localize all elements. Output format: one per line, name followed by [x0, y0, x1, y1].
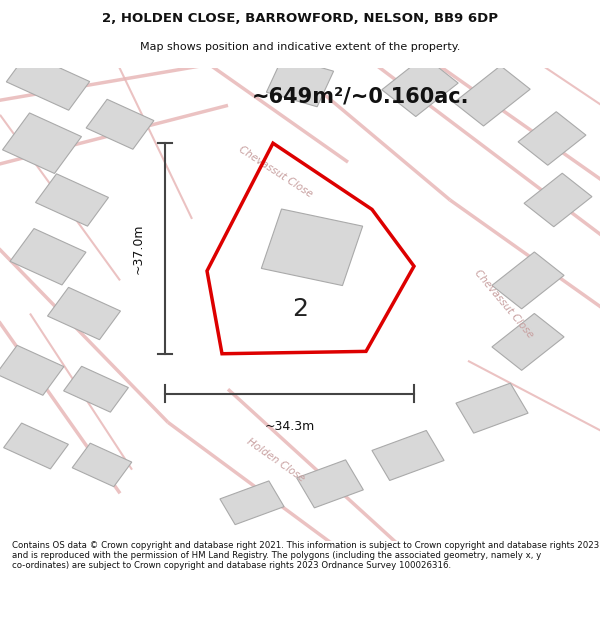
Text: ~34.3m: ~34.3m: [265, 420, 314, 433]
Polygon shape: [296, 460, 364, 508]
Polygon shape: [266, 57, 334, 107]
Polygon shape: [220, 481, 284, 524]
Polygon shape: [86, 99, 154, 149]
Polygon shape: [524, 173, 592, 227]
Polygon shape: [492, 314, 564, 371]
Polygon shape: [492, 252, 564, 309]
Text: ~649m²/~0.160ac.: ~649m²/~0.160ac.: [251, 86, 469, 106]
Polygon shape: [47, 288, 121, 340]
Polygon shape: [2, 113, 82, 174]
Text: Contains OS data © Crown copyright and database right 2021. This information is : Contains OS data © Crown copyright and d…: [12, 541, 599, 571]
Polygon shape: [0, 346, 64, 395]
Polygon shape: [4, 423, 68, 469]
Polygon shape: [262, 209, 362, 286]
Text: Chevassut Close: Chevassut Close: [238, 144, 314, 199]
Polygon shape: [10, 229, 86, 285]
Text: ~37.0m: ~37.0m: [131, 223, 145, 274]
Polygon shape: [456, 383, 528, 433]
Text: 2, HOLDEN CLOSE, BARROWFORD, NELSON, BB9 6DP: 2, HOLDEN CLOSE, BARROWFORD, NELSON, BB9…: [102, 12, 498, 25]
Polygon shape: [35, 174, 109, 226]
Polygon shape: [454, 66, 530, 126]
Polygon shape: [518, 112, 586, 165]
Polygon shape: [64, 366, 128, 412]
Text: Holden Close: Holden Close: [245, 436, 307, 484]
Text: Chevassut Close: Chevassut Close: [473, 268, 535, 340]
Polygon shape: [72, 443, 132, 487]
Polygon shape: [372, 431, 444, 481]
Polygon shape: [382, 56, 458, 116]
Polygon shape: [7, 53, 89, 110]
Text: 2: 2: [292, 297, 308, 321]
Text: Map shows position and indicative extent of the property.: Map shows position and indicative extent…: [140, 42, 460, 52]
